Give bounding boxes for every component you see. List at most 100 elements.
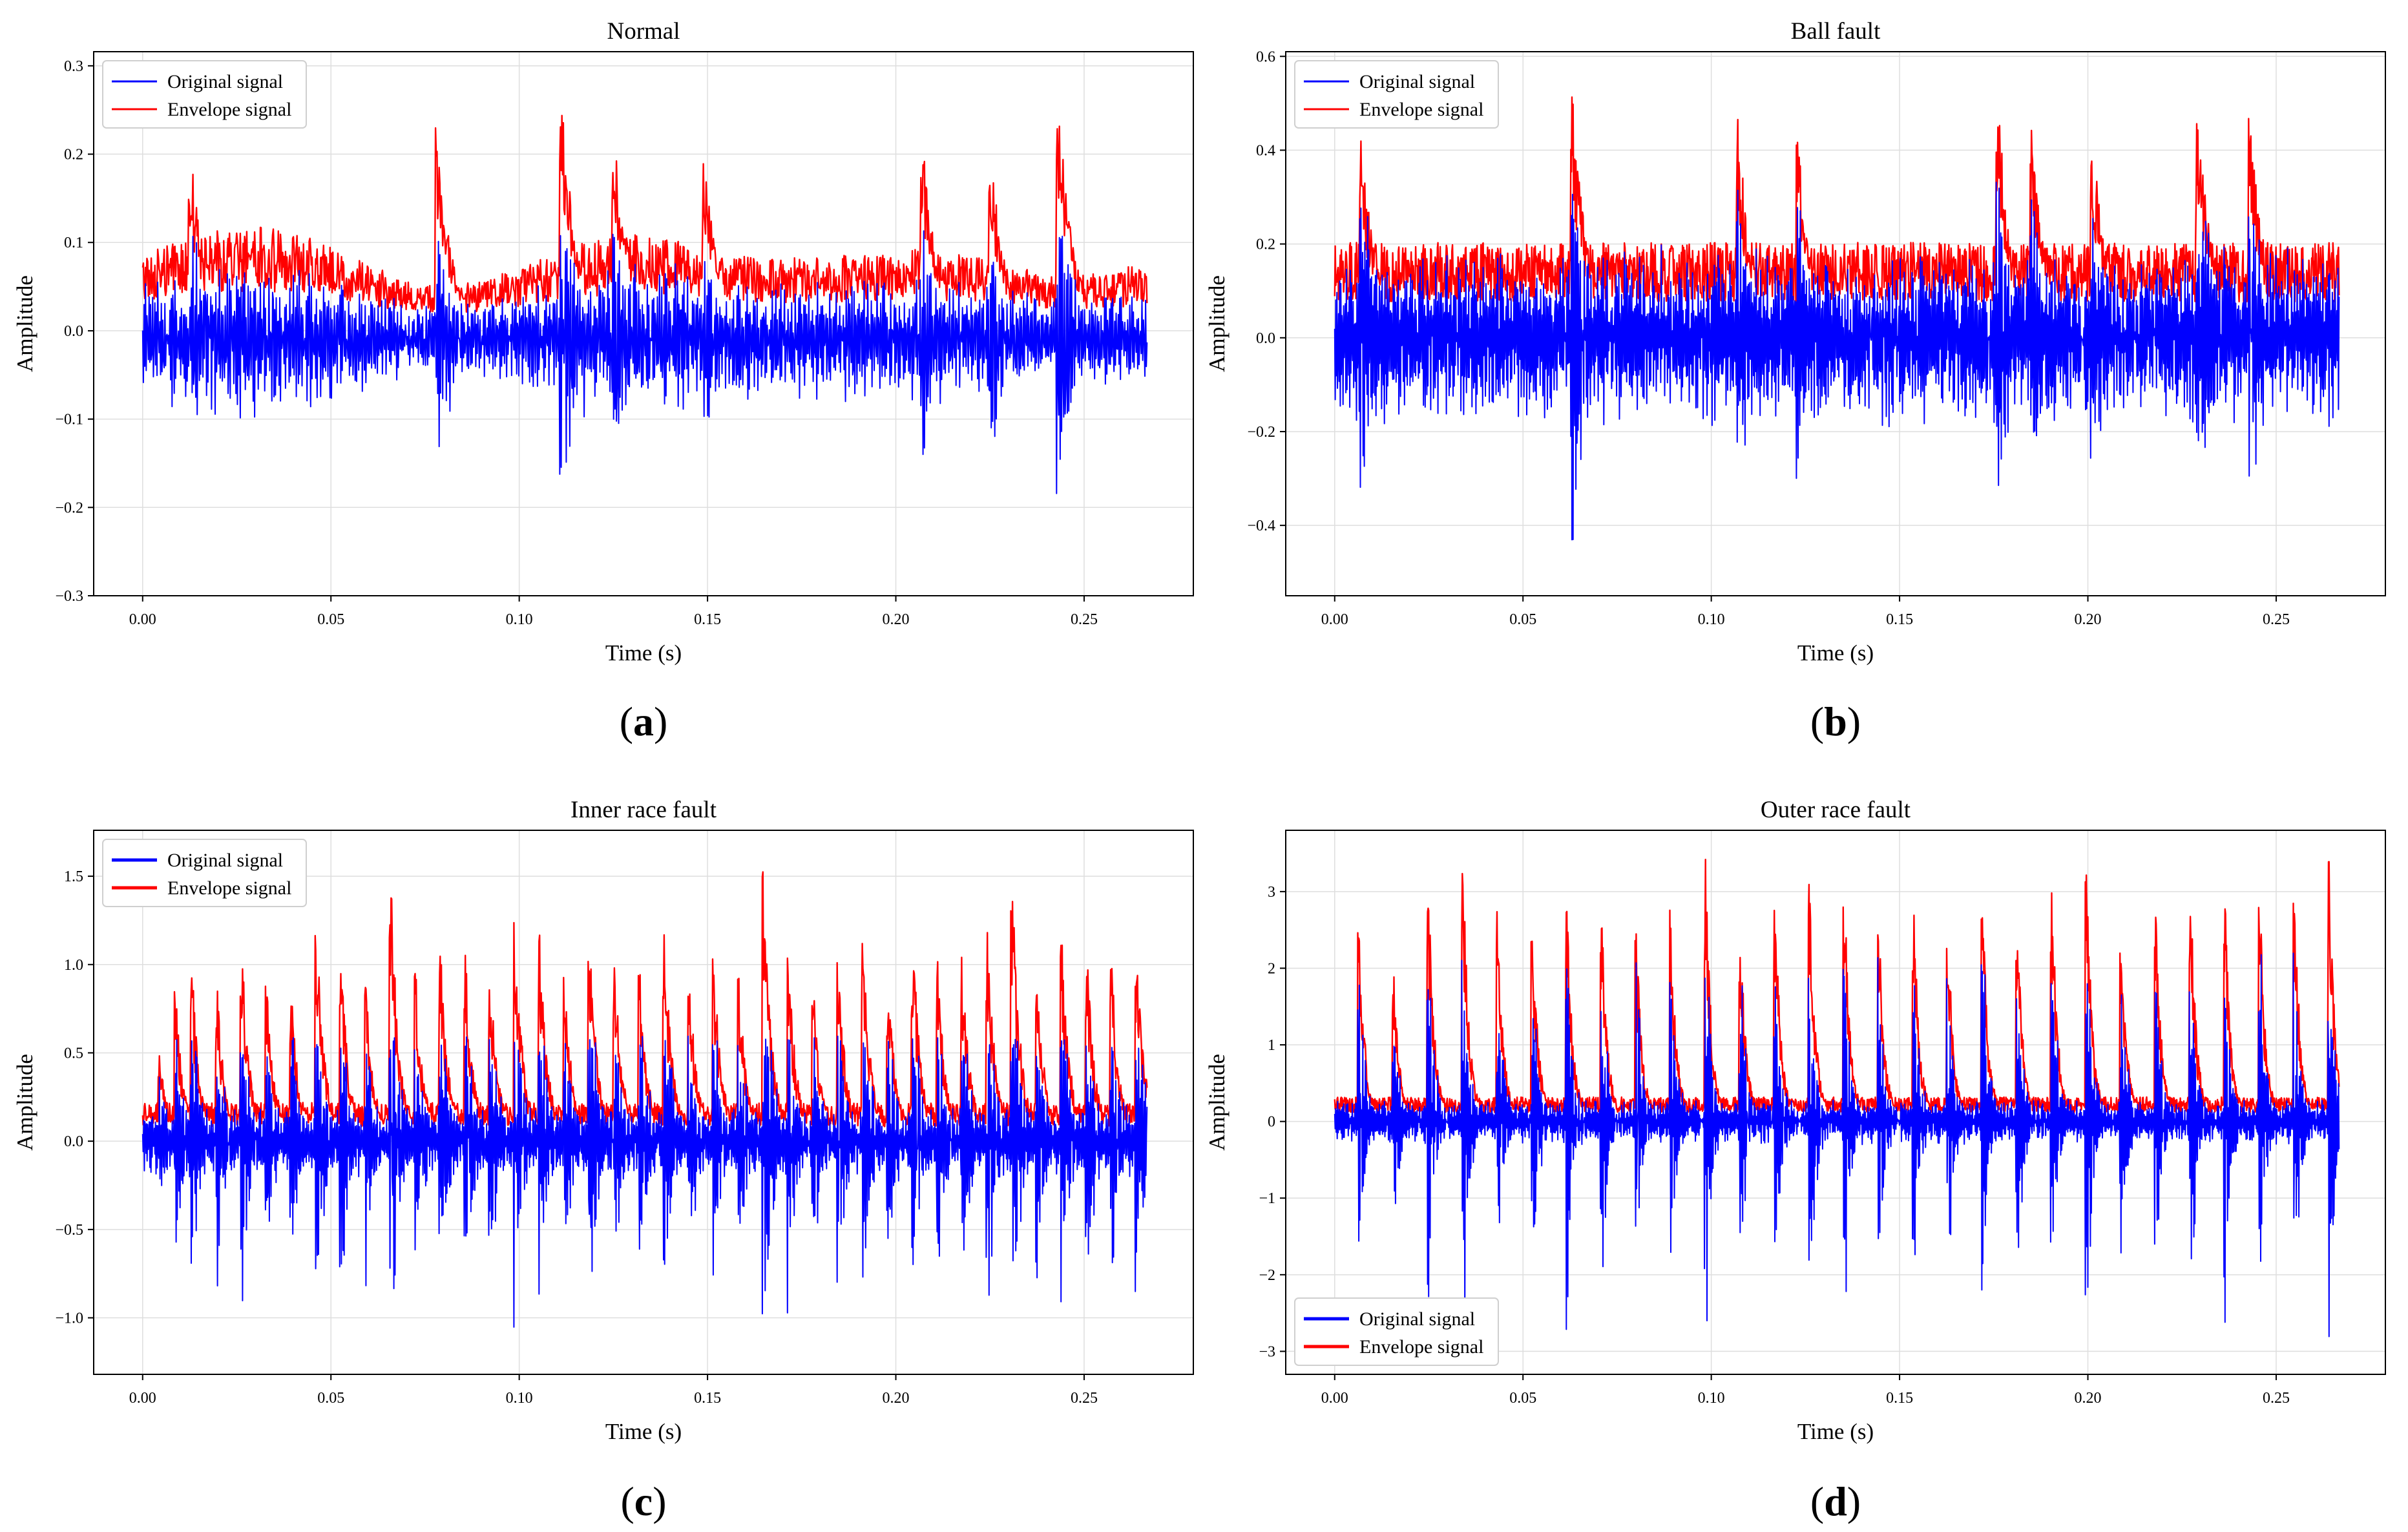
y-tick-label: −1.0 bbox=[55, 1310, 83, 1327]
caption-open: ( bbox=[1810, 1478, 1824, 1524]
y-tick-label: −3 bbox=[1259, 1343, 1275, 1360]
series-line-envelope bbox=[141, 114, 1148, 313]
y-tick-label: 0.3 bbox=[64, 58, 83, 75]
x-tick-label: 0.10 bbox=[506, 611, 533, 628]
caption-letter: d bbox=[1824, 1478, 1847, 1524]
legend-label: Envelope signal bbox=[167, 99, 291, 120]
x-axis-label: Time (s) bbox=[605, 1419, 682, 1444]
plot-frame bbox=[93, 51, 1194, 596]
chart-panel-d: 0.00 0.05 0.10 0.15 0.20 0.25 −3 −2 −1 0 1 2 3 Outer … bbox=[1204, 797, 2386, 1524]
y-tick-label: 0.0 bbox=[64, 323, 83, 340]
y-tick-label: 0.5 bbox=[64, 1045, 83, 1062]
legend: Original signal Envelope signal bbox=[1294, 1297, 1499, 1366]
y-axis-label: Amplitude bbox=[12, 1054, 37, 1151]
y-tick-label: 0.6 bbox=[1256, 48, 1275, 65]
x-tick-label: 0.10 bbox=[1698, 611, 1725, 628]
x-tick-label: 0.10 bbox=[506, 1390, 533, 1407]
y-tick-label: 0.2 bbox=[64, 147, 83, 163]
x-tick-label: 0.00 bbox=[1321, 1390, 1348, 1407]
panel-caption: (c) bbox=[620, 1478, 666, 1524]
y-tick-label: 3 bbox=[1268, 884, 1275, 901]
legend-label: Original signal bbox=[167, 71, 283, 92]
legend-box bbox=[1294, 1297, 1499, 1366]
x-tick-label: 0.00 bbox=[129, 1390, 156, 1407]
x-tick-label: 0.00 bbox=[129, 611, 156, 628]
y-tick-label: 0.0 bbox=[64, 1133, 83, 1150]
x-tick-label: 0.15 bbox=[1886, 1390, 1913, 1407]
x-tick-label: 0.20 bbox=[883, 611, 910, 628]
y-axis-label: Amplitude bbox=[12, 275, 37, 372]
legend-label: Original signal bbox=[1359, 1308, 1475, 1330]
panel-caption: (a) bbox=[620, 698, 668, 744]
x-tick-label: 0.10 bbox=[1698, 1390, 1725, 1407]
chart-title: Normal bbox=[607, 18, 680, 45]
y-tick-label: 0 bbox=[1268, 1114, 1275, 1131]
legend-label: Envelope signal bbox=[1359, 99, 1483, 120]
y-tick-label: 0.1 bbox=[64, 235, 83, 251]
y-tick-label: −0.2 bbox=[1247, 424, 1275, 441]
plot-frame bbox=[93, 830, 1194, 1375]
y-axis-label: Amplitude bbox=[1204, 275, 1230, 372]
chart-title: Outer race fault bbox=[1761, 797, 1911, 823]
series-line-original bbox=[1334, 182, 2340, 541]
y-tick-label: 0.2 bbox=[1256, 236, 1275, 253]
y-tick-label: −0.1 bbox=[55, 412, 83, 428]
caption-close: ) bbox=[1847, 698, 1861, 744]
x-tick-label: 0.05 bbox=[1509, 611, 1536, 628]
y-tick-label: −2 bbox=[1259, 1267, 1275, 1284]
caption-open: ( bbox=[1810, 698, 1824, 744]
series-line-envelope bbox=[141, 871, 1148, 1128]
x-tick-label: 0.05 bbox=[317, 1390, 344, 1407]
x-tick-label: 0.05 bbox=[1509, 1390, 1536, 1407]
y-tick-label: 1.5 bbox=[64, 868, 83, 885]
panel-caption: (d) bbox=[1810, 1478, 1861, 1524]
legend: Original signal Envelope signal bbox=[1294, 60, 1499, 129]
legend-box bbox=[102, 839, 307, 907]
chart-title: Inner race fault bbox=[571, 797, 717, 823]
series-line-envelope bbox=[1334, 96, 2340, 302]
x-tick-label: 0.15 bbox=[1886, 611, 1913, 628]
plot-frame bbox=[1285, 51, 2386, 596]
legend: Original signal Envelope signal bbox=[102, 839, 307, 907]
legend: Original signal Envelope signal bbox=[102, 60, 307, 129]
y-tick-label: −1 bbox=[1259, 1190, 1275, 1207]
x-tick-label: 0.25 bbox=[2263, 1390, 2290, 1407]
series-line-original bbox=[141, 230, 1148, 494]
caption-close: ) bbox=[1847, 1478, 1861, 1524]
caption-close: ) bbox=[653, 1478, 666, 1524]
y-tick-label: 0.4 bbox=[1256, 142, 1275, 159]
y-tick-label: −0.5 bbox=[55, 1222, 83, 1239]
legend-box bbox=[102, 60, 307, 129]
plot-frame bbox=[1285, 830, 2386, 1375]
caption-letter: c bbox=[634, 1478, 653, 1524]
caption-open: ( bbox=[620, 1478, 634, 1524]
series-line-original bbox=[141, 1035, 1148, 1328]
y-tick-label: −0.2 bbox=[55, 499, 83, 516]
y-tick-label: 1.0 bbox=[64, 957, 83, 974]
legend-label: Envelope signal bbox=[1359, 1336, 1483, 1358]
legend-label: Envelope signal bbox=[167, 877, 291, 899]
legend-label: Original signal bbox=[1359, 71, 1475, 92]
x-tick-label: 0.25 bbox=[1071, 611, 1098, 628]
y-tick-label: −0.4 bbox=[1247, 518, 1275, 534]
x-tick-label: 0.05 bbox=[317, 611, 344, 628]
x-axis-label: Time (s) bbox=[605, 640, 682, 666]
y-tick-label: −0.3 bbox=[55, 588, 83, 605]
caption-letter: b bbox=[1824, 698, 1847, 744]
caption-close: ) bbox=[654, 698, 667, 744]
x-tick-label: 0.20 bbox=[883, 1390, 910, 1407]
y-tick-label: 2 bbox=[1268, 960, 1275, 977]
x-axis-label: Time (s) bbox=[1797, 1419, 1874, 1444]
y-axis-label: Amplitude bbox=[1204, 1054, 1230, 1151]
series-line-envelope bbox=[1334, 858, 2340, 1113]
series-line-original bbox=[1334, 952, 2340, 1338]
x-tick-label: 0.20 bbox=[2075, 611, 2102, 628]
chart-panel-a: 0.00 0.05 0.10 0.15 0.20 0.25 −0.3 −0.2 −0.1 0.0 0… bbox=[12, 18, 1194, 744]
caption-letter: a bbox=[633, 698, 654, 744]
y-tick-label: 1 bbox=[1268, 1037, 1275, 1054]
chart-panel-c: 0.00 0.05 0.10 0.15 0.20 0.25 −1.0 −0.5 0.0 0.5 1.… bbox=[12, 797, 1194, 1524]
caption-open: ( bbox=[620, 698, 633, 744]
x-tick-label: 0.25 bbox=[2263, 611, 2290, 628]
x-tick-label: 0.15 bbox=[694, 611, 721, 628]
